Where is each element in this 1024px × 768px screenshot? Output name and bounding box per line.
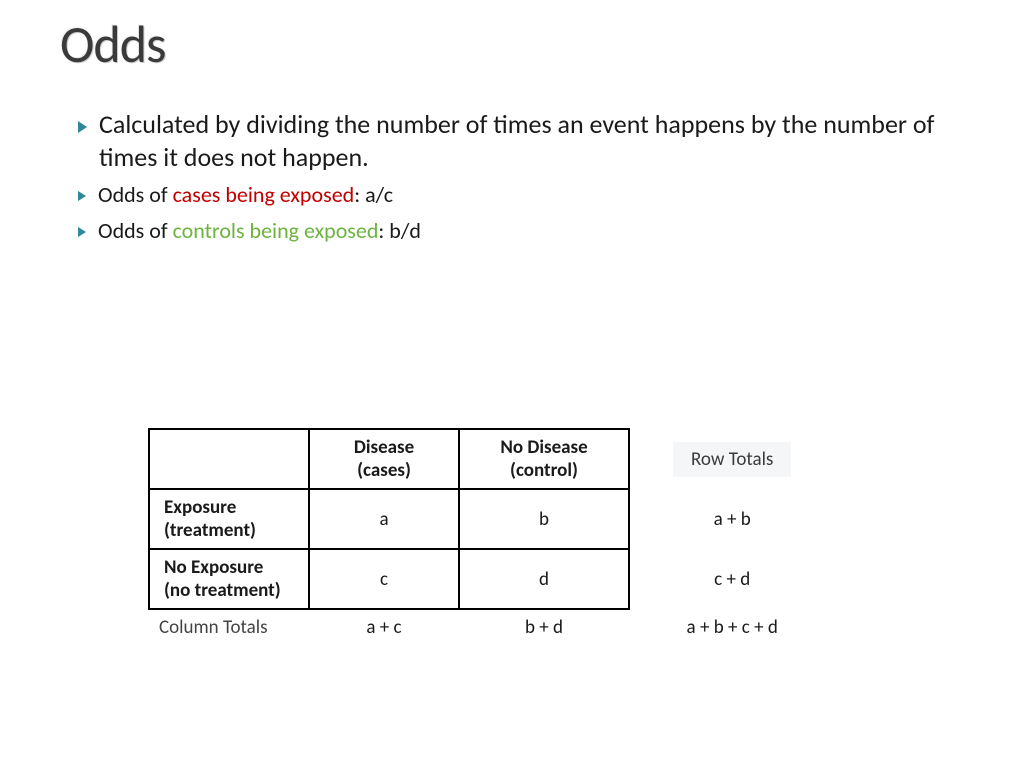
bullet-item: Odds of cases being exposed: a/c xyxy=(78,181,954,209)
col-totals-label: Column Totals xyxy=(149,609,309,645)
bullet-text-span: Odds of xyxy=(98,217,173,244)
gap xyxy=(629,549,659,609)
row-header-noexposure-text: No Exposure(no treatment) xyxy=(164,556,281,602)
row-header-exposure-text: Exposure(treatment) xyxy=(164,496,256,542)
contingency-table-wrap: Disease(cases) No Disease(control) Row T… xyxy=(148,428,806,645)
triangle-black xyxy=(0,706,720,768)
bullet-text-span: : a/c xyxy=(354,181,393,208)
table-corner-blank xyxy=(149,429,309,489)
cell-ab: a + b xyxy=(659,489,805,549)
contingency-table: Disease(cases) No Disease(control) Row T… xyxy=(148,428,806,645)
cell-abcd: a + b + c + d xyxy=(659,609,805,645)
bullet-text-span: Calculated by dividing the number of tim… xyxy=(99,108,934,173)
bullet-list: Calculated by dividing the number of tim… xyxy=(78,108,954,252)
cell-c: c xyxy=(309,549,459,609)
cell-a: a xyxy=(309,489,459,549)
cell-cd: c + d xyxy=(659,549,805,609)
bullet-marker-icon xyxy=(78,227,86,237)
slide: Odds Calculated by dividing the number o… xyxy=(0,0,1024,768)
slide-title: Odds xyxy=(60,12,165,76)
col-header-nodisease-text: No Disease(control) xyxy=(500,436,587,482)
col-header-disease-text: Disease(cases) xyxy=(354,436,414,482)
gap xyxy=(629,429,659,489)
bullet-text: Odds of controls being exposed: b/d xyxy=(98,217,954,245)
cell-b: b xyxy=(459,489,629,549)
row-header-exposure: Exposure(treatment) xyxy=(149,489,309,549)
bullet-text: Odds of cases being exposed: a/c xyxy=(98,181,954,209)
bullet-text-span: cases being exposed xyxy=(173,181,355,208)
triangle-dark-teal xyxy=(0,653,460,768)
row-header-noexposure: No Exposure(no treatment) xyxy=(149,549,309,609)
cell-ac: a + c xyxy=(309,609,459,645)
bullet-text-span: : b/d xyxy=(378,217,420,244)
bullet-item: Odds of controls being exposed: b/d xyxy=(78,217,954,245)
col-header-nodisease: No Disease(control) xyxy=(459,429,629,489)
row-totals-header: Row Totals xyxy=(659,429,805,489)
bullet-marker-icon xyxy=(78,191,86,201)
triangle-light-teal xyxy=(10,718,780,768)
row-totals-header-text: Row Totals xyxy=(673,442,791,477)
bullet-marker-icon xyxy=(78,121,87,133)
gap xyxy=(629,609,659,645)
col-header-disease: Disease(cases) xyxy=(309,429,459,489)
gap xyxy=(629,489,659,549)
bullet-text: Calculated by dividing the number of tim… xyxy=(99,108,954,173)
bullet-text-span: Odds of xyxy=(98,181,173,208)
bullet-item: Calculated by dividing the number of tim… xyxy=(78,108,954,173)
cell-d: d xyxy=(459,549,629,609)
bullet-text-span: controls being exposed xyxy=(173,217,379,244)
cell-bd: b + d xyxy=(459,609,629,645)
